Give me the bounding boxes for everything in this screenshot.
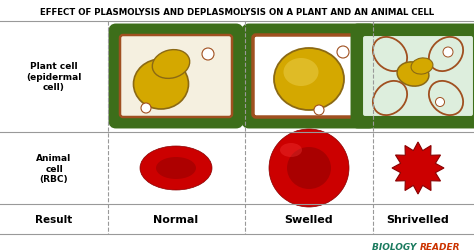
Ellipse shape [140,146,212,190]
Polygon shape [392,142,444,194]
Ellipse shape [152,50,190,79]
Ellipse shape [373,38,407,72]
Ellipse shape [283,59,319,87]
FancyBboxPatch shape [253,36,365,117]
FancyBboxPatch shape [354,28,474,125]
Circle shape [337,47,349,59]
Text: Shrivelled: Shrivelled [387,214,449,224]
Text: Result: Result [36,214,73,224]
FancyBboxPatch shape [362,36,474,117]
Ellipse shape [429,38,463,72]
Text: EFFECT OF PLASMOLYSIS AND DEPLASMOLYSIS ON A PLANT AND AN ANIMAL CELL: EFFECT OF PLASMOLYSIS AND DEPLASMOLYSIS … [40,8,434,16]
Ellipse shape [429,82,463,116]
Ellipse shape [269,130,349,207]
Text: Plant cell
(epidermal
cell): Plant cell (epidermal cell) [27,62,82,91]
Ellipse shape [274,49,344,111]
FancyBboxPatch shape [245,28,373,125]
Ellipse shape [280,143,302,158]
Circle shape [443,48,453,58]
FancyBboxPatch shape [120,36,232,117]
Text: READER: READER [419,242,460,251]
Circle shape [436,98,445,107]
Ellipse shape [397,62,429,87]
Ellipse shape [134,60,189,110]
FancyBboxPatch shape [112,28,240,125]
Circle shape [141,104,151,114]
Text: Animal
cell
(RBC): Animal cell (RBC) [36,153,72,183]
Text: BIOLOGY: BIOLOGY [373,242,420,251]
Ellipse shape [373,82,407,116]
Circle shape [314,106,324,115]
Ellipse shape [156,158,196,179]
Ellipse shape [411,59,433,75]
Ellipse shape [287,147,331,189]
Circle shape [202,49,214,61]
Text: Swelled: Swelled [285,214,333,224]
Text: Normal: Normal [154,214,199,224]
